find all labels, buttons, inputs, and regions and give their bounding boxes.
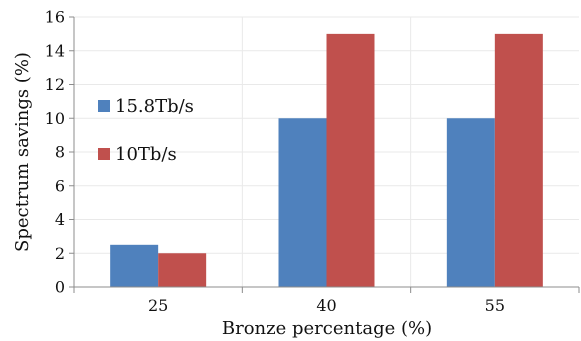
y-tick-label: 12 [45, 75, 65, 94]
bar-2-55 [494, 33, 543, 287]
x-tick-label: 55 [485, 296, 505, 315]
y-tick-label: 16 [45, 8, 65, 27]
y-tick-label: 10 [45, 109, 65, 128]
axes [73, 17, 579, 288]
y-tick-label: 14 [45, 41, 65, 60]
bar-1-40 [278, 118, 327, 287]
bars [110, 33, 543, 287]
x-tick-label: 40 [316, 296, 336, 315]
legend-label-series-2: 10Tb/s [115, 144, 177, 165]
legend-label-series-1: 15.8Tb/s [115, 96, 194, 117]
y-tick-label: 4 [55, 210, 65, 229]
bar-2-25 [158, 253, 207, 287]
x-tick-labels: 25 40 55 [148, 296, 505, 315]
x-axis-title: Bronze percentage (%) [222, 318, 432, 339]
y-tick-label: 2 [55, 244, 65, 263]
x-tick-label: 25 [148, 296, 168, 315]
legend-swatch-series-2 [98, 148, 110, 160]
bar-1-55 [446, 118, 495, 287]
legend-swatch-series-1 [98, 100, 110, 112]
y-tick-label: 0 [55, 278, 65, 297]
y-tick-labels: 0 2 4 6 8 10 12 14 16 [45, 8, 65, 297]
bar-1-25 [110, 244, 159, 287]
y-tick-label: 6 [55, 176, 65, 195]
y-axis-title: Spectrum savings (%) [12, 52, 33, 252]
legend: 15.8Tb/s 10Tb/s [98, 96, 194, 165]
y-tick-label: 8 [55, 143, 65, 162]
bar-2-40 [326, 33, 375, 287]
